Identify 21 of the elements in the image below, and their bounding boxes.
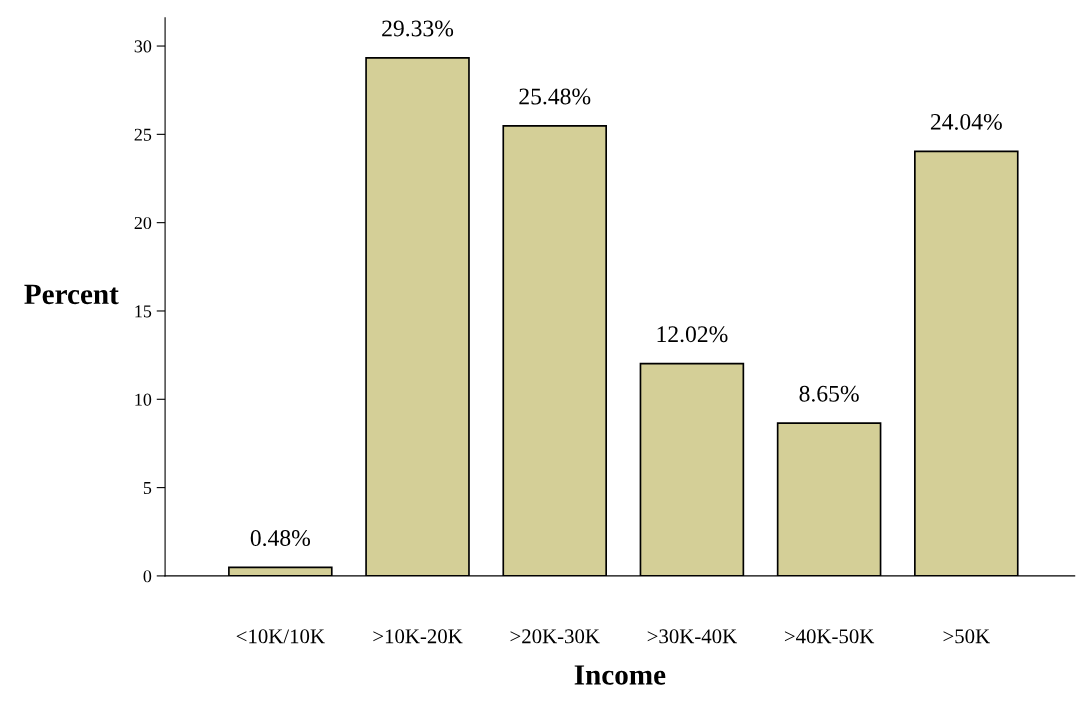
x-tick-label: >10K-20K [373,629,463,644]
y-tick-label: 10 [135,393,152,406]
x-tick-label: >40K-50K [784,629,875,644]
y-axis-title: Percent [24,284,119,305]
data-label: 12.02% [657,326,728,343]
y-tick-label: 5 [143,482,152,495]
data-label: 8.65% [799,385,859,402]
y-tick-label: 20 [134,216,152,230]
data-label: 0.48% [250,530,311,547]
data-label: 24.04% [930,113,1002,130]
data-label: 29.33% [382,20,454,37]
x-tick-label: >30K-40K [647,629,737,644]
y-tick-label: 0 [143,570,152,583]
y-tick-label: 30 [134,40,152,53]
data-label: 25.48% [519,88,591,105]
x-axis-title: Income [574,665,666,685]
y-tick-label: 25 [134,128,152,141]
x-tick-label: <10K/10K [236,629,325,644]
y-tick-label: 15 [135,305,152,318]
x-tick-label: >20K-30K [510,629,600,644]
x-tick-label: >50K [943,629,990,644]
